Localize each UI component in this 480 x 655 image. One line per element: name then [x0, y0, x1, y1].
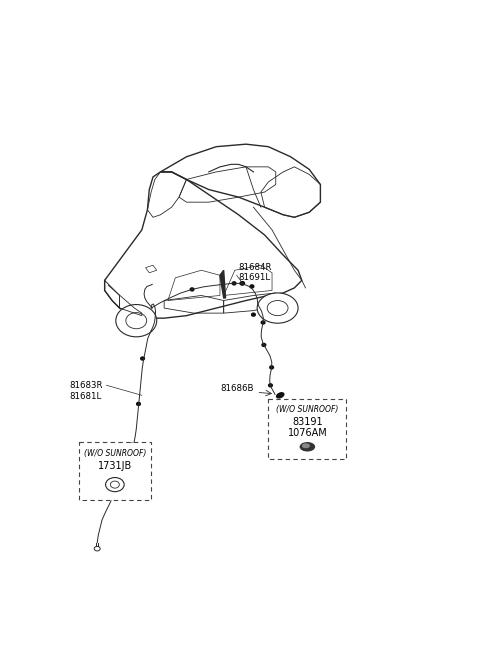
Ellipse shape — [130, 443, 133, 446]
Ellipse shape — [261, 321, 265, 324]
Ellipse shape — [137, 402, 140, 405]
Ellipse shape — [232, 282, 236, 285]
Text: 81684R
81691L: 81684R 81691L — [239, 263, 272, 282]
Text: (W/O SUNROOF): (W/O SUNROOF) — [84, 449, 146, 458]
Ellipse shape — [269, 384, 272, 387]
Ellipse shape — [302, 444, 309, 447]
Polygon shape — [105, 172, 302, 318]
Ellipse shape — [240, 282, 244, 285]
Text: 1731JB: 1731JB — [98, 461, 132, 471]
Polygon shape — [160, 144, 321, 217]
Ellipse shape — [257, 293, 298, 323]
Text: 83191: 83191 — [292, 417, 323, 427]
Polygon shape — [220, 271, 226, 298]
Ellipse shape — [300, 443, 314, 451]
Bar — [79, 441, 151, 500]
Ellipse shape — [116, 305, 156, 337]
Ellipse shape — [262, 343, 266, 346]
Ellipse shape — [270, 366, 274, 369]
Text: 81686B: 81686B — [220, 384, 253, 393]
Bar — [268, 399, 347, 459]
Text: 81683R
81681L: 81683R 81681L — [69, 381, 103, 401]
Ellipse shape — [141, 357, 144, 360]
Text: (W/O SUNROOF): (W/O SUNROOF) — [276, 405, 338, 414]
Ellipse shape — [250, 285, 254, 288]
Text: 1076AM: 1076AM — [288, 428, 327, 438]
Ellipse shape — [252, 313, 255, 316]
Ellipse shape — [276, 393, 284, 398]
Ellipse shape — [190, 288, 194, 291]
